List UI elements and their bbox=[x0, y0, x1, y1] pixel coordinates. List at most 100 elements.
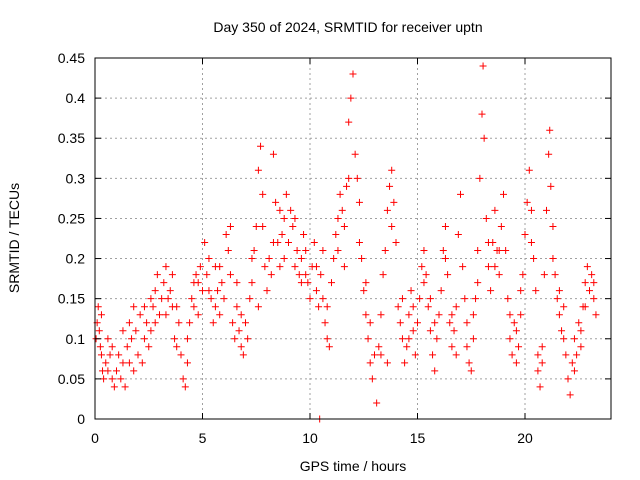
data-point bbox=[145, 343, 153, 351]
data-point bbox=[282, 190, 290, 198]
data-point bbox=[388, 222, 396, 230]
data-point bbox=[525, 166, 533, 174]
data-point bbox=[433, 335, 441, 343]
axis-ticks: 0 0.05 0.1 0.15 0.2 0.25 0.3 0.35 0.4 0.45 0 5 10 15 2… bbox=[58, 50, 611, 446]
x-tick-label: 0 bbox=[91, 430, 99, 446]
data-point bbox=[536, 383, 544, 391]
data-point bbox=[334, 214, 342, 222]
data-point bbox=[259, 190, 267, 198]
data-point bbox=[411, 351, 419, 359]
data-point bbox=[560, 303, 568, 311]
data-point bbox=[304, 279, 312, 287]
data-point bbox=[143, 319, 151, 327]
data-point bbox=[147, 295, 155, 303]
data-point bbox=[254, 166, 262, 174]
data-point bbox=[538, 359, 546, 367]
data-point bbox=[237, 343, 245, 351]
data-point bbox=[312, 263, 320, 271]
data-point bbox=[340, 222, 348, 230]
data-point bbox=[469, 311, 477, 319]
data-point bbox=[117, 375, 125, 383]
data-point bbox=[407, 287, 415, 295]
data-point bbox=[134, 351, 142, 359]
data-point bbox=[259, 222, 267, 230]
data-point bbox=[328, 279, 335, 287]
data-point bbox=[272, 198, 280, 206]
data-point bbox=[190, 279, 198, 287]
data-point bbox=[474, 279, 482, 287]
data-point bbox=[123, 343, 131, 351]
data-point bbox=[106, 351, 114, 359]
data-point bbox=[581, 303, 589, 311]
data-point bbox=[194, 311, 202, 319]
data-point bbox=[558, 327, 566, 335]
data-point bbox=[162, 263, 170, 271]
data-point bbox=[491, 263, 499, 271]
data-point bbox=[534, 351, 542, 359]
data-point bbox=[254, 303, 262, 311]
data-point bbox=[566, 391, 574, 399]
data-point bbox=[149, 303, 157, 311]
data-point bbox=[583, 263, 591, 271]
y-tick-label: 0 bbox=[77, 411, 85, 427]
data-point bbox=[420, 279, 428, 287]
data-point bbox=[222, 230, 230, 238]
data-point bbox=[553, 295, 561, 303]
data-point bbox=[108, 375, 116, 383]
data-point bbox=[398, 295, 406, 303]
data-point bbox=[418, 263, 426, 271]
data-point bbox=[495, 247, 503, 255]
data-point bbox=[386, 182, 394, 190]
data-point bbox=[588, 271, 596, 279]
y-axis-label: SRMTID / TECUs bbox=[6, 183, 22, 293]
data-point bbox=[321, 319, 329, 327]
data-point bbox=[390, 198, 398, 206]
data-point bbox=[201, 239, 209, 247]
data-point bbox=[95, 327, 103, 335]
data-point bbox=[224, 247, 232, 255]
data-point bbox=[125, 359, 133, 367]
data-point bbox=[420, 247, 428, 255]
data-point bbox=[426, 295, 434, 303]
data-point bbox=[469, 335, 477, 343]
data-point bbox=[183, 335, 191, 343]
data-point bbox=[289, 222, 297, 230]
data-point bbox=[265, 255, 273, 263]
data-point bbox=[446, 319, 454, 327]
data-point bbox=[293, 247, 301, 255]
data-point bbox=[138, 359, 146, 367]
data-point bbox=[448, 343, 456, 351]
data-point bbox=[530, 255, 538, 263]
data-point bbox=[323, 303, 331, 311]
data-point bbox=[319, 247, 327, 255]
y-tick-label: 0.15 bbox=[58, 291, 85, 307]
data-point bbox=[444, 271, 452, 279]
data-point bbox=[564, 375, 572, 383]
data-point bbox=[196, 263, 204, 271]
data-point bbox=[381, 247, 389, 255]
plot-frame bbox=[94, 57, 612, 420]
data-point bbox=[94, 303, 102, 311]
data-point bbox=[269, 150, 277, 158]
data-point bbox=[590, 295, 598, 303]
data-point bbox=[570, 335, 578, 343]
data-point bbox=[336, 190, 344, 198]
data-point bbox=[205, 255, 213, 263]
data-point bbox=[504, 295, 512, 303]
data-point bbox=[188, 295, 196, 303]
data-point bbox=[409, 327, 417, 335]
y-tick-label: 0.25 bbox=[58, 210, 85, 226]
data-point bbox=[546, 126, 554, 134]
data-point bbox=[186, 319, 194, 327]
data-point bbox=[140, 303, 148, 311]
data-point bbox=[555, 311, 563, 319]
data-point bbox=[207, 295, 215, 303]
data-point bbox=[351, 150, 359, 158]
data-point bbox=[347, 94, 355, 102]
data-point bbox=[280, 255, 288, 263]
data-point bbox=[396, 319, 404, 327]
data-point bbox=[463, 319, 471, 327]
data-point bbox=[315, 303, 323, 311]
data-point bbox=[115, 351, 123, 359]
data-point bbox=[379, 271, 387, 279]
